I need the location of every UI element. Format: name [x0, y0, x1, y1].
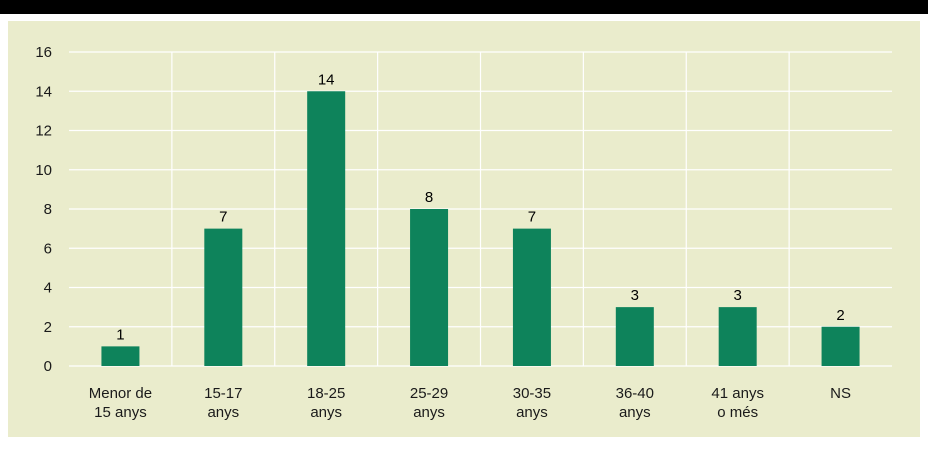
- x-tick-label: 30-35: [513, 385, 551, 402]
- value-label: 7: [219, 209, 227, 226]
- value-label: 3: [734, 287, 742, 304]
- x-tick-label: 36-40: [616, 385, 654, 402]
- x-tick-label: o més: [717, 404, 758, 421]
- x-tick-label: anys: [413, 404, 445, 421]
- bar: [204, 228, 243, 366]
- grid: [69, 51, 892, 367]
- y-tick-label: 6: [44, 240, 52, 257]
- x-tick-label: Menor de: [89, 385, 152, 402]
- y-tick-label: 14: [35, 83, 52, 100]
- x-tick-label: anys: [310, 404, 342, 421]
- x-tick-label: 25-29: [410, 385, 448, 402]
- chart-panel: [8, 21, 920, 437]
- y-tick-label: 0: [44, 358, 52, 375]
- y-tick-label: 4: [44, 280, 52, 297]
- y-tick-label: 2: [44, 319, 52, 336]
- x-tick-label: anys: [619, 404, 651, 421]
- y-tick-label: 10: [35, 162, 52, 179]
- value-label: 2: [836, 307, 844, 324]
- y-tick-label: 8: [44, 201, 52, 218]
- bar: [615, 307, 654, 366]
- value-label: 8: [425, 189, 433, 206]
- x-tick-label: anys: [207, 404, 239, 421]
- x-tick-label: NS: [830, 385, 851, 402]
- y-axis: 0 2 4 6 8 10 12 14 16: [35, 44, 52, 375]
- bar: [410, 209, 449, 366]
- value-label: 1: [116, 326, 124, 343]
- x-tick-label: 41 anys: [711, 385, 764, 402]
- value-label: 7: [528, 209, 536, 226]
- x-tick-label: 18-25: [307, 385, 345, 402]
- bar: [718, 307, 757, 366]
- value-label: 3: [631, 287, 639, 304]
- x-tick-label: anys: [516, 404, 548, 421]
- x-tick-label: 15 anys: [94, 404, 147, 421]
- bar: [512, 228, 551, 366]
- bars: [101, 91, 860, 366]
- bar: [101, 346, 140, 366]
- bar: [307, 91, 346, 366]
- x-axis: Menor de 15 anys 15-17 anys 18-25 anys 25-29 an…: [89, 385, 851, 421]
- bar: [821, 326, 860, 366]
- title-bar: [0, 0, 928, 14]
- x-tick-label: 15-17: [204, 385, 242, 402]
- value-label: 14: [318, 71, 335, 88]
- y-tick-label: 12: [35, 123, 52, 140]
- value-labels: 1 7 14 8 7 3 3 2: [116, 71, 844, 343]
- y-tick-label: 16: [35, 44, 52, 61]
